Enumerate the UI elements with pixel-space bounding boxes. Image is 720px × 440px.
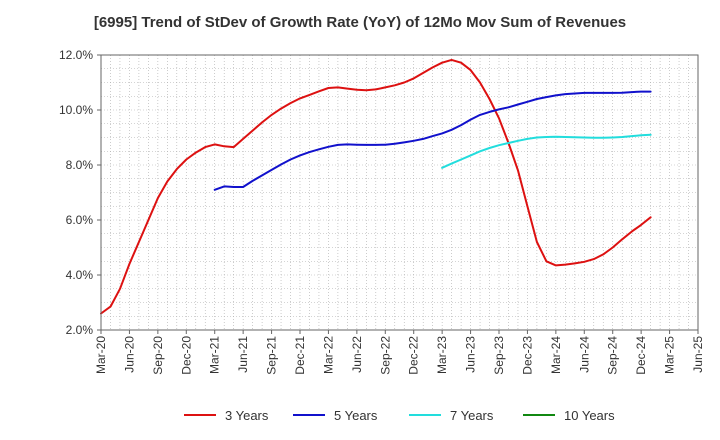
legend: 3 Years 5 Years 7 Years 10 Years bbox=[184, 408, 615, 423]
y-axis-ticks: 2.0% 4.0% 6.0% 8.0% 10.0% 12.0% bbox=[59, 48, 101, 337]
y-tick-label: 4.0% bbox=[66, 268, 94, 282]
legend-label-7-years: 7 Years bbox=[450, 408, 494, 423]
legend-label-5-years: 5 Years bbox=[334, 408, 378, 423]
x-tick-label: Jun-21 bbox=[236, 336, 250, 373]
x-tick-label: Jun-20 bbox=[122, 336, 136, 373]
x-tick-label: Mar-22 bbox=[321, 336, 335, 374]
legend-label-3-years: 3 Years bbox=[225, 408, 269, 423]
y-tick-label: 10.0% bbox=[59, 103, 93, 117]
plot-area-frame bbox=[100, 54, 699, 331]
legend-label-10-years: 10 Years bbox=[564, 408, 615, 423]
x-tick-label: Sep-22 bbox=[378, 336, 392, 375]
series-line-5-years bbox=[213, 90, 652, 191]
x-tick-label: Dec-23 bbox=[520, 336, 534, 375]
x-tick-label: Jun-22 bbox=[350, 336, 364, 373]
x-tick-label: Dec-21 bbox=[293, 336, 307, 375]
x-tick-label: Mar-23 bbox=[435, 336, 449, 374]
y-tick-label: 12.0% bbox=[59, 48, 93, 62]
x-axis-ticks: Mar-20 Jun-20 Sep-20 Dec-20 Mar-21 Jun-21 Sep-… bbox=[94, 330, 705, 375]
series-lines bbox=[100, 58, 652, 315]
x-tick-label: Dec-20 bbox=[179, 336, 193, 375]
x-tick-label: Dec-24 bbox=[634, 336, 648, 375]
x-tick-label: Sep-21 bbox=[265, 336, 279, 375]
y-tick-label: 6.0% bbox=[66, 213, 94, 227]
chart-title: [6995] Trend of StDev of Growth Rate (Yo… bbox=[93, 14, 627, 31]
x-tick-label: Mar-25 bbox=[663, 336, 677, 374]
x-tick-label: Mar-20 bbox=[94, 336, 108, 374]
x-tick-label: Sep-23 bbox=[492, 336, 506, 375]
grid bbox=[100, 54, 699, 331]
x-tick-label: Mar-24 bbox=[549, 336, 563, 374]
series-line-7-years bbox=[441, 133, 652, 169]
x-tick-label: Sep-24 bbox=[606, 336, 620, 375]
x-tick-label: Jun-25 bbox=[691, 336, 705, 373]
x-tick-label: Mar-21 bbox=[208, 336, 222, 374]
y-tick-label: 2.0% bbox=[66, 323, 94, 337]
x-tick-label: Jun-24 bbox=[577, 336, 591, 373]
series-line-3-years bbox=[100, 58, 652, 315]
x-tick-label: Dec-22 bbox=[407, 336, 421, 375]
x-tick-label: Jun-23 bbox=[464, 336, 478, 373]
x-tick-label: Sep-20 bbox=[151, 336, 165, 375]
y-tick-label: 8.0% bbox=[66, 158, 94, 172]
